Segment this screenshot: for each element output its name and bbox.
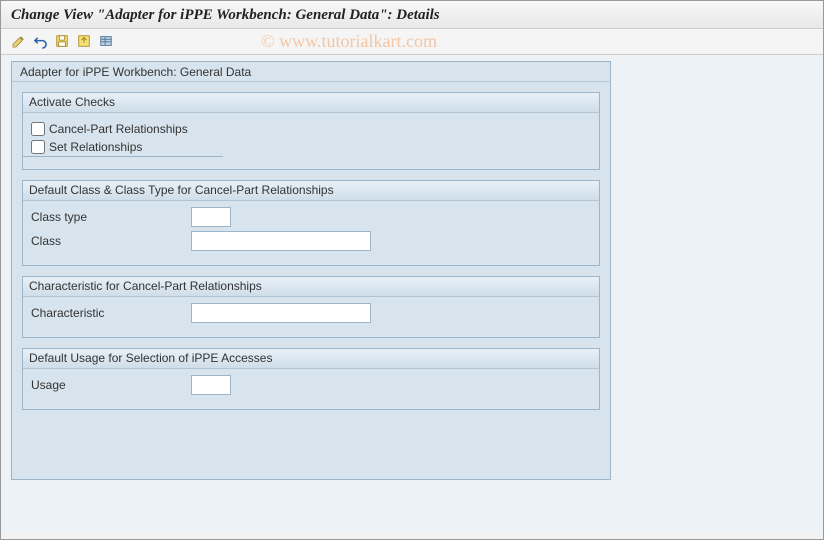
field-row-characteristic: Characteristic bbox=[31, 301, 591, 325]
page-title: Change View "Adapter for iPPE Workbench:… bbox=[1, 1, 823, 29]
groupbox-header: Activate Checks bbox=[23, 93, 599, 113]
groupbox-activate-checks: Activate Checks Cancel-Part Relationship… bbox=[22, 92, 600, 170]
set-relationships-label: Set Relationships bbox=[49, 140, 142, 154]
cancel-part-label: Cancel-Part Relationships bbox=[49, 122, 188, 136]
export-icon[interactable] bbox=[75, 32, 93, 50]
class-type-input[interactable] bbox=[191, 207, 231, 227]
groupbox-default-usage: Default Usage for Selection of iPPE Acce… bbox=[22, 348, 600, 410]
toolbar bbox=[1, 29, 823, 55]
checkbox-row-set-rel: Set Relationships bbox=[31, 138, 223, 156]
table-icon[interactable] bbox=[97, 32, 115, 50]
undo-icon[interactable] bbox=[31, 32, 49, 50]
main-panel: Adapter for iPPE Workbench: General Data… bbox=[11, 61, 611, 480]
characteristic-label: Characteristic bbox=[31, 306, 191, 320]
groupbox-header: Characteristic for Cancel-Part Relations… bbox=[23, 277, 599, 297]
class-label: Class bbox=[31, 234, 191, 248]
groupbox-default-class: Default Class & Class Type for Cancel-Pa… bbox=[22, 180, 600, 266]
panel-title: Adapter for iPPE Workbench: General Data bbox=[12, 62, 610, 82]
characteristic-input[interactable] bbox=[191, 303, 371, 323]
groupbox-header: Default Class & Class Type for Cancel-Pa… bbox=[23, 181, 599, 201]
cancel-part-checkbox[interactable] bbox=[31, 122, 45, 136]
checkbox-row-cancel-part: Cancel-Part Relationships bbox=[31, 120, 223, 138]
usage-input[interactable] bbox=[191, 375, 231, 395]
field-row-class: Class bbox=[31, 229, 591, 253]
field-row-class-type: Class type bbox=[31, 205, 591, 229]
usage-label: Usage bbox=[31, 378, 191, 392]
groupbox-characteristic: Characteristic for Cancel-Part Relations… bbox=[22, 276, 600, 338]
groupbox-header: Default Usage for Selection of iPPE Acce… bbox=[23, 349, 599, 369]
panel-body: Activate Checks Cancel-Part Relationship… bbox=[12, 82, 610, 424]
class-type-label: Class type bbox=[31, 210, 191, 224]
field-row-usage: Usage bbox=[31, 373, 591, 397]
class-input[interactable] bbox=[191, 231, 371, 251]
save-icon[interactable] bbox=[53, 32, 71, 50]
set-relationships-checkbox[interactable] bbox=[31, 140, 45, 154]
content-area: Adapter for iPPE Workbench: General Data… bbox=[1, 55, 823, 533]
pencil-icon[interactable] bbox=[9, 32, 27, 50]
